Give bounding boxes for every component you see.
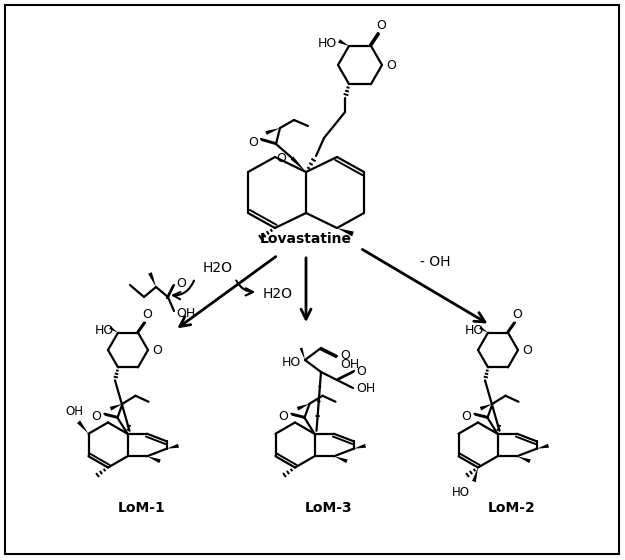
Polygon shape xyxy=(472,468,478,482)
Polygon shape xyxy=(299,348,305,360)
Text: Lovastatine: Lovastatine xyxy=(260,232,352,246)
Text: H2O: H2O xyxy=(263,287,293,301)
Polygon shape xyxy=(480,404,492,410)
Text: HO: HO xyxy=(282,356,301,368)
Polygon shape xyxy=(337,228,354,236)
Polygon shape xyxy=(166,444,179,449)
Text: LoM-1: LoM-1 xyxy=(118,501,166,515)
Text: OH: OH xyxy=(66,405,84,418)
Text: O: O xyxy=(279,410,289,423)
Polygon shape xyxy=(517,456,531,463)
Text: H2O: H2O xyxy=(203,261,233,275)
Text: OH: OH xyxy=(356,382,375,395)
Text: O: O xyxy=(142,307,152,321)
Polygon shape xyxy=(338,39,349,46)
Text: O: O xyxy=(462,410,471,423)
Text: O: O xyxy=(248,136,258,148)
Text: - OH: - OH xyxy=(420,255,450,269)
Polygon shape xyxy=(334,456,348,463)
Polygon shape xyxy=(147,456,161,463)
Polygon shape xyxy=(148,272,156,287)
Text: O: O xyxy=(340,348,350,362)
Text: O: O xyxy=(276,152,286,165)
Polygon shape xyxy=(291,157,306,172)
Text: O: O xyxy=(152,343,162,357)
Text: O: O xyxy=(356,365,366,377)
Polygon shape xyxy=(77,421,89,434)
Polygon shape xyxy=(266,128,280,135)
Polygon shape xyxy=(109,326,118,333)
Text: OH: OH xyxy=(340,357,359,371)
Polygon shape xyxy=(354,444,366,449)
Text: HO: HO xyxy=(95,324,114,337)
Text: O: O xyxy=(386,58,396,72)
Polygon shape xyxy=(536,444,549,449)
Text: O: O xyxy=(512,307,522,321)
Polygon shape xyxy=(297,404,309,410)
Text: HO: HO xyxy=(318,38,337,50)
Text: OH: OH xyxy=(176,306,195,320)
Text: LoM-3: LoM-3 xyxy=(305,501,353,515)
Text: O: O xyxy=(92,410,101,423)
Text: O: O xyxy=(522,343,532,357)
Text: O: O xyxy=(376,19,386,32)
Text: HO: HO xyxy=(465,324,484,337)
Text: O: O xyxy=(176,277,186,290)
Text: LoM-2: LoM-2 xyxy=(488,501,536,515)
Text: HO: HO xyxy=(452,486,470,498)
Polygon shape xyxy=(479,326,488,333)
Polygon shape xyxy=(110,404,123,410)
